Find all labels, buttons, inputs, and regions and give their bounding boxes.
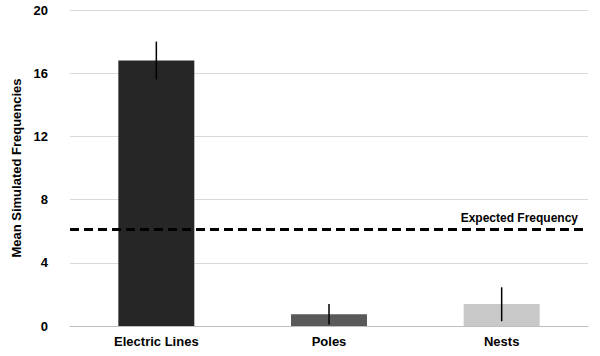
svg-text:Poles: Poles <box>312 334 347 349</box>
svg-text:16: 16 <box>34 66 48 81</box>
svg-text:4: 4 <box>41 255 49 270</box>
svg-text:20: 20 <box>34 3 48 18</box>
svg-text:12: 12 <box>34 129 48 144</box>
svg-text:Nests: Nests <box>484 334 519 349</box>
svg-text:Expected Frequency: Expected Frequency <box>461 211 579 225</box>
svg-text:Mean Simulated Frequencies: Mean Simulated Frequencies <box>9 78 24 257</box>
svg-text:Electric Lines: Electric Lines <box>114 334 199 349</box>
svg-text:8: 8 <box>41 192 48 207</box>
svg-text:0: 0 <box>41 319 48 334</box>
